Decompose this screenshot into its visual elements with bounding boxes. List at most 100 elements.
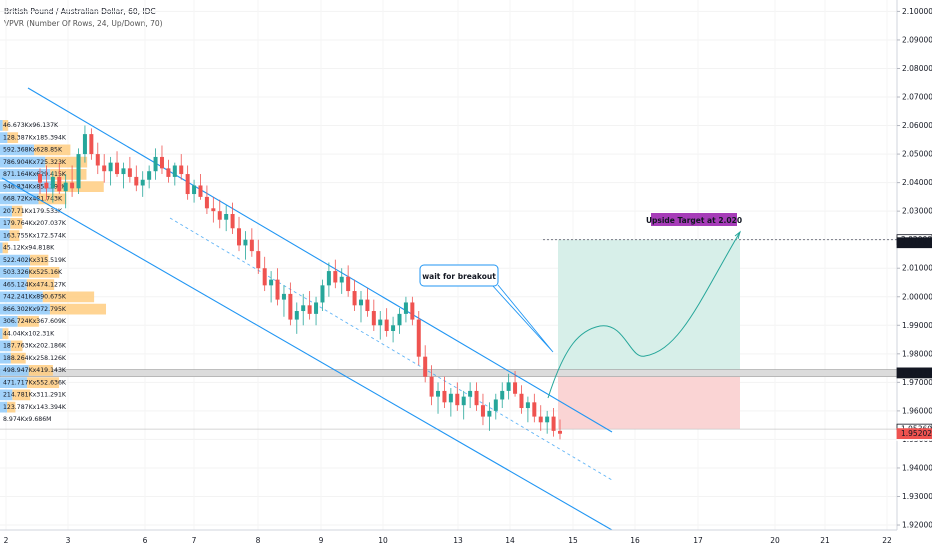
candle-body [160, 157, 164, 168]
candle-body [211, 208, 215, 211]
x-tick-label: 6 [143, 536, 148, 545]
y-tick-label: 2.090000 [902, 35, 932, 44]
vp-row-label: 465.124Kx474.127K [3, 281, 67, 288]
candle-body [166, 168, 170, 177]
candle-body [519, 394, 523, 408]
y-tick-label: 2.060000 [902, 121, 932, 130]
y-tick-label: 2.010000 [902, 264, 932, 273]
vp-row-label: 592.368Kx628.85K [3, 147, 63, 154]
price-tag-text: 2.018936 [901, 238, 932, 247]
y-tick-label: 2.100000 [902, 7, 932, 16]
candle-body [320, 285, 324, 302]
vp-row-label: 786.904Kx725.323K [3, 159, 67, 166]
y-tick-label: 2.070000 [902, 93, 932, 102]
x-tick-label: 16 [630, 536, 640, 545]
vp-row-label: 188.264Kx258.126K [3, 355, 67, 362]
candle-body [526, 402, 530, 408]
channel-midline [170, 218, 612, 480]
y-tick-label: 1.990000 [902, 321, 932, 330]
y-tick-label: 1.980000 [902, 349, 932, 358]
y-tick-label: 1.970000 [902, 378, 932, 387]
candle-body [70, 183, 74, 189]
candle-body [38, 174, 42, 183]
candle-body [256, 251, 260, 268]
y-tick-label: 2.050000 [902, 150, 932, 159]
x-tick-label: 10 [378, 536, 388, 545]
target-zone [558, 240, 740, 373]
x-tick-label: 17 [693, 536, 703, 545]
x-tick-label: 7 [192, 536, 197, 545]
candle-body [231, 214, 235, 228]
x-tick-label: 9 [319, 536, 324, 545]
candle-body [192, 185, 196, 194]
candle-body [417, 320, 421, 357]
candle-body [128, 168, 132, 177]
vp-row-label: 503.326Kx525.16K [3, 269, 63, 276]
vp-row-label: 123.787Kx143.394K [3, 404, 67, 411]
candle-body [288, 294, 292, 320]
time-axis[interactable]: 2 3 6 7 8 9 10 13 14 15 16 17 20 21 22 [0, 530, 897, 545]
vp-row-label: 214.781Kx311.291K [3, 392, 67, 399]
vp-row-label: 498.947Kx419.143K [3, 367, 67, 374]
y-tick-label: 2.080000 [902, 64, 932, 73]
candle-body [250, 240, 254, 251]
candle-body [359, 300, 363, 306]
candle-body [327, 271, 331, 285]
x-tick-label: 13 [453, 536, 463, 545]
candle-body [462, 397, 466, 406]
candle-body [154, 157, 158, 171]
candle-body [295, 311, 299, 320]
x-tick-label: 14 [505, 536, 515, 545]
vp-row-label: 179.764Kx207.037K [3, 220, 67, 227]
candle-body [83, 134, 87, 154]
candle-body [481, 405, 485, 416]
channel-upper [28, 88, 612, 432]
candle-body [404, 302, 408, 313]
vp-row-label: 866.302Kx972.795K [3, 306, 67, 313]
candle-body [57, 177, 61, 191]
y-tick-label: 2.040000 [902, 178, 932, 187]
candle-body [51, 177, 55, 188]
candle-body [205, 197, 209, 208]
candle-body [494, 399, 498, 410]
candle-body [243, 240, 247, 246]
price-axis[interactable]: 2.100000 2.090000 2.080000 2.070000 2.060000… [897, 0, 932, 530]
y-tick-label: 1.940000 [902, 463, 932, 472]
candle-body [121, 168, 125, 174]
callout-text: wait for breakout [422, 272, 496, 281]
candle-body [308, 305, 312, 314]
resistance-band [0, 370, 897, 377]
vp-row-label: 471.717Kx552.636K [3, 379, 67, 386]
y-tick-label: 2.030000 [902, 207, 932, 216]
candle-body [134, 177, 138, 186]
target-label-text: Upside Target at 2.020 [646, 216, 742, 225]
candle-body [109, 163, 113, 172]
stop-zone [558, 373, 740, 429]
y-tick-label: 1.920000 [902, 521, 932, 530]
x-tick-label: 15 [568, 536, 578, 545]
candle-body [468, 391, 472, 397]
candle-body [314, 302, 318, 313]
vp-row-label: 668.72Kx481.743K [3, 196, 63, 203]
candle-body [430, 377, 434, 397]
candle-body [237, 228, 241, 245]
candle-body [173, 165, 177, 176]
candle-body [378, 320, 382, 326]
candle-body [147, 171, 151, 180]
volume-profile: 46.673Kx96.137K 128.387Kx185.394K 592.368K… [0, 120, 106, 423]
price-tag-text: 1.952027 [901, 429, 932, 438]
candle-body [224, 214, 228, 220]
candle-body [269, 280, 273, 286]
candle-body [333, 271, 337, 282]
candle-body [558, 431, 562, 434]
candle-body [372, 311, 376, 325]
candle-body [449, 394, 453, 403]
candle-body [96, 154, 100, 165]
candle-body [276, 280, 280, 300]
candle-body [301, 305, 305, 311]
callout-pointer [492, 285, 553, 352]
vp-row-label: 163.755Kx172.574K [3, 232, 67, 239]
candle-body [552, 417, 556, 431]
vp-row-label: 128.387Kx185.394K [3, 134, 67, 141]
